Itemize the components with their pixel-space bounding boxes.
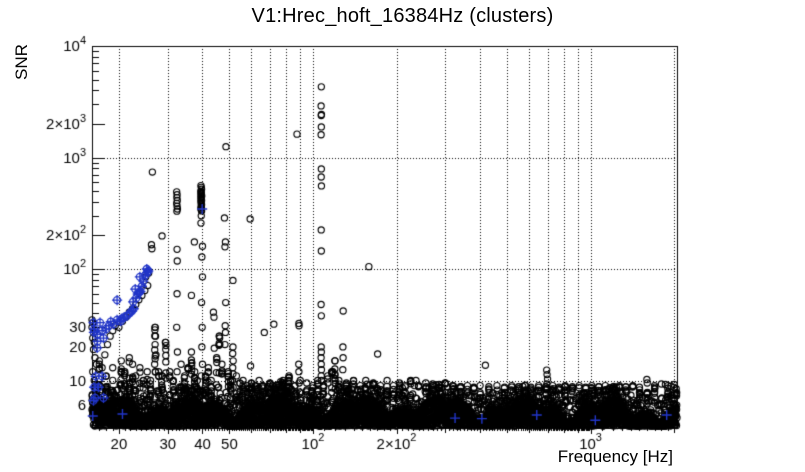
y-axis-title: SNR [12,44,31,80]
chart-title: V1:Hrec_hoft_16384Hz (clusters) [251,5,554,27]
x-axis-title: Frequency [Hz] [557,447,673,466]
